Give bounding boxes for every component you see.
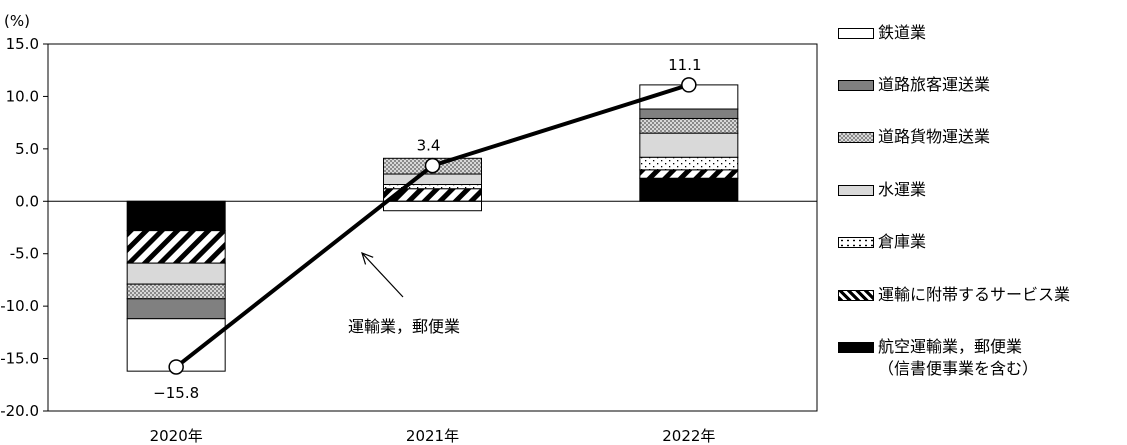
bar-segment [126,230,226,264]
legend-swatch [838,185,874,196]
y-tick-label: 10.0 [6,87,39,105]
legend-label: 道路旅客運送業 [878,75,991,94]
bar-segment [639,177,739,202]
x-tick-label: 2022年 [662,427,715,445]
legend-swatch [838,237,874,248]
y-unit-label: (%) [4,12,30,30]
legend-label: 道路貨物運送業 [878,127,991,146]
y-tick-label: -5.0 [10,245,39,263]
total-line-series: −15.8 3.4 11.1 [153,56,701,402]
bar-segment [639,169,739,179]
legend-item: 道路旅客運送業 [838,74,990,96]
legend-item: 倉庫業 [838,231,926,253]
line-annotation: 運輸業，郵便業 [348,251,460,336]
y-tick-label: 0.0 [15,192,39,210]
bar-segment [383,200,482,212]
annotation-arrow-head [361,251,374,265]
annotation-label: 運輸業，郵便業 [348,317,460,336]
y-tick-label: 5.0 [15,140,39,158]
plot-area-frame [47,43,818,412]
y-tick-label: -20.0 [0,402,39,420]
legend-label: 水運業 [878,180,927,199]
bar-segment [126,283,226,300]
line-value-label: −15.8 [153,384,199,402]
line-point [424,157,441,174]
bar-segment [639,108,739,119]
bar-segment [639,156,739,171]
legend-item: 水運業 [838,179,926,201]
legend-label: 鉄道業 [878,23,927,42]
bar-segment [383,173,482,186]
legend-swatch [838,290,874,301]
line-point [168,359,184,375]
legend-swatch [838,132,874,143]
legend-item: 運輸に附帯するサービス業 [838,284,1070,306]
y-axis: 15.0 10.0 5.0 0.0 -5.0 -10.0 -15.0 -20.0 [0,35,48,420]
x-axis: 2020年 2021年 2022年 [150,427,716,445]
legend-item: 鉄道業 [838,22,926,44]
legend-item: 道路貨物運送業 [838,126,990,148]
x-tick-label: 2021年 [406,427,459,445]
bar-segment [126,262,226,285]
line-value-label: 3.4 [417,137,441,155]
line-value-label: 11.1 [668,56,701,74]
legend-label: 倉庫業 [878,232,927,251]
line-point [681,77,697,93]
chart-area: 15.010.05.00.0-5.0-10.0-15.0-20.0 2020年 2… [0,12,818,445]
bar-segment [639,117,739,134]
legend-swatch [838,342,874,353]
y-tick-label: -10.0 [0,297,39,315]
legend-label: 運輸に附帯するサービス業 [878,285,1071,304]
y-tick-label: -15.0 [0,350,39,368]
bar-segment [383,184,482,190]
y-tick-label: 15.0 [6,35,39,53]
legend-swatch [838,80,874,91]
legend-swatch [838,28,874,39]
bar-segment [639,132,739,158]
legend-label: 航空運輸業，郵便業 （信書便事業を含む） [878,337,1039,378]
legend-item: 航空運輸業，郵便業 （信書便事業を含む） [838,336,1038,380]
annotation-arrow [361,252,404,298]
bar-segment [126,200,226,232]
x-tick-label: 2020年 [150,427,203,445]
bar-segment [126,298,226,320]
